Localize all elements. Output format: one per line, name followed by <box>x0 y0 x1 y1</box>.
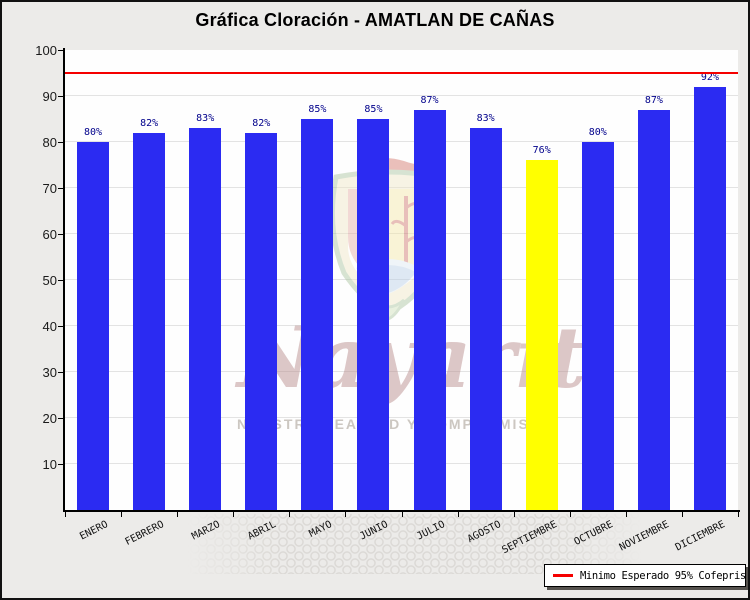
x-axis-tick-0 <box>65 512 66 517</box>
bar-slot-febrero: 82% <box>121 50 177 510</box>
y-axis-tick-60 <box>58 234 64 235</box>
bar-value-label-octubre: 80% <box>588 127 607 138</box>
bar-abril <box>245 132 278 510</box>
gridline-70 <box>65 187 738 188</box>
bar-value-label-mayo: 85% <box>308 104 327 115</box>
y-axis-tick-100 <box>58 50 64 51</box>
gridline-20 <box>65 417 738 418</box>
gridline-50 <box>65 279 738 280</box>
bar-junio <box>357 119 390 510</box>
bar-julio <box>413 109 446 510</box>
x-axis-tick-3 <box>233 512 235 517</box>
gridline-90 <box>65 95 738 96</box>
bar-marzo <box>189 128 222 510</box>
x-axis-tick-11 <box>681 512 683 517</box>
y-axis-label-40: 40 <box>42 319 57 334</box>
x-axis-tick-9 <box>569 512 571 517</box>
y-axis-label-70: 70 <box>42 181 57 196</box>
bar-febrero <box>133 132 166 510</box>
y-axis-tick-50 <box>58 280 64 281</box>
bar-slot-abril: 82% <box>233 50 289 510</box>
bar-value-label-junio: 85% <box>364 104 383 115</box>
y-axis-tick-10 <box>58 464 64 465</box>
bar-value-label-enero: 80% <box>84 127 103 138</box>
bar-value-label-noviembre: 87% <box>644 94 663 106</box>
bar-mayo <box>301 119 334 510</box>
bar-septiembre <box>525 160 558 510</box>
bar-slot-enero: 80% <box>65 50 121 510</box>
x-axis-tick-1 <box>121 512 123 517</box>
bar-noviembre <box>637 109 670 510</box>
bar-value-label-abril: 82% <box>252 117 271 129</box>
y-axis-label-20: 20 <box>42 411 57 426</box>
gridline-80 <box>65 141 738 142</box>
y-axis-tick-30 <box>58 372 64 373</box>
bar-slot-agosto: 83% <box>458 50 514 510</box>
bar-slot-diciembre: 92% <box>682 50 738 510</box>
bar-octubre <box>581 142 614 510</box>
x-axis-tick-6 <box>401 512 403 517</box>
bar-slot-noviembre: 87% <box>626 50 682 510</box>
bar-slot-julio: 87% <box>402 50 458 510</box>
bar-diciembre <box>693 86 726 510</box>
y-axis-tick-70 <box>58 188 64 189</box>
y-axis-label-30: 30 <box>42 365 57 380</box>
bar-slot-mayo: 85% <box>289 50 345 510</box>
legend: Minimo Esperado 95% Cofepris <box>544 564 746 587</box>
x-axis-tick-8 <box>513 512 515 517</box>
y-axis-label-50: 50 <box>42 273 57 288</box>
y-axis-label-60: 60 <box>42 227 57 242</box>
bar-slot-marzo: 83% <box>177 50 233 510</box>
y-axis-line <box>63 48 65 512</box>
bar-agosto <box>469 128 502 510</box>
threshold-legend-line-swatch <box>553 574 573 577</box>
y-axis-tick-40 <box>58 326 64 327</box>
bar-value-label-febrero: 82% <box>140 117 159 129</box>
gridline-10 <box>65 463 738 464</box>
threshold-line <box>65 72 738 74</box>
x-axis-tick-2 <box>177 512 179 517</box>
x-axis-tick-5 <box>345 512 347 517</box>
gridline-30 <box>65 371 738 372</box>
bar-value-label-septiembre: 76% <box>532 145 551 157</box>
y-axis-label-80: 80 <box>42 135 57 150</box>
x-axis-tick-4 <box>289 512 291 517</box>
bar-slot-junio: 85% <box>345 50 401 510</box>
bar-slot-septiembre: 76% <box>514 50 570 510</box>
bar-value-label-agosto: 83% <box>476 113 495 125</box>
y-axis-tick-90 <box>58 96 64 97</box>
bar-value-label-julio: 87% <box>420 94 439 106</box>
y-axis-label-10: 10 <box>42 457 57 472</box>
bar-enero <box>77 142 110 510</box>
x-axis-tick-7 <box>457 512 459 517</box>
gridline-60 <box>65 233 738 234</box>
y-axis-tick-20 <box>58 418 64 419</box>
plot-area: Nayarit NUESTRA LEALTAD Y COMPROMISO 80%… <box>65 50 738 510</box>
x-axis-line <box>63 510 740 512</box>
x-axis-tick-10 <box>625 512 627 517</box>
x-axis-tick-12 <box>738 512 739 517</box>
gridline-40 <box>65 325 738 326</box>
bar-slot-octubre: 80% <box>570 50 626 510</box>
y-axis-label-90: 90 <box>42 89 57 104</box>
bar-value-label-diciembre: 92% <box>700 71 719 83</box>
bar-value-label-marzo: 83% <box>196 113 215 125</box>
y-axis-label-100: 100 <box>35 43 57 58</box>
threshold-legend-label: Minimo Esperado 95% Cofepris <box>580 569 746 582</box>
chart-title: Gráfica Cloración - AMATLAN DE CAÑAS <box>195 10 555 30</box>
y-axis-tick-80 <box>58 142 64 143</box>
